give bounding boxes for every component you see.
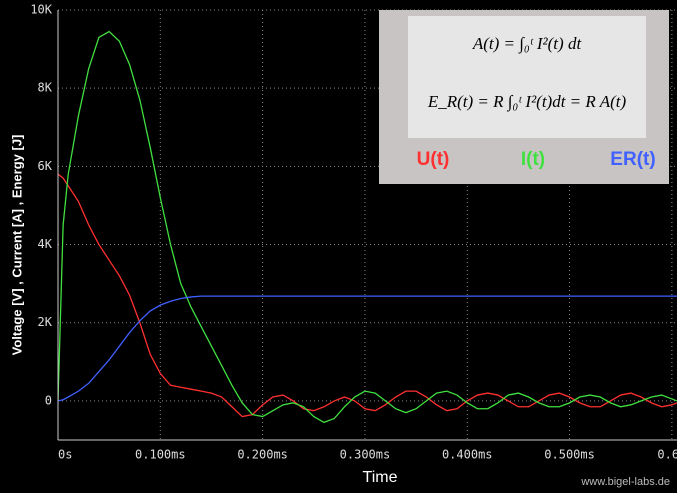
x-tick-label: 0.200ms	[237, 448, 288, 462]
formula: E_R(t) = R ∫₀ᵗ I²(t)dt = R A(t)	[427, 92, 627, 112]
y-tick-label: 4K	[38, 237, 53, 251]
x-tick-label: 0.400ms	[442, 448, 493, 462]
legend-label: ER(t)	[610, 149, 655, 170]
watermark: www.bigel-labs.de	[580, 476, 670, 488]
formula-box	[408, 16, 646, 138]
formula: A(t) = ∫₀ᵗ I²(t) dt	[472, 34, 583, 54]
legend-label: I(t)	[521, 149, 545, 170]
y-tick-label: 0	[45, 393, 52, 407]
y-tick-label: 8K	[38, 81, 53, 95]
y-axis-label: Voltage [V] , Current [A] , Energy [J]	[9, 135, 24, 356]
x-tick-label: 0.60	[657, 448, 677, 462]
x-tick-label: 0.300ms	[340, 448, 391, 462]
y-tick-label: 2K	[38, 315, 53, 329]
x-tick-label: 0s	[58, 448, 72, 462]
series-line	[58, 295, 677, 402]
x-axis-label: Time	[363, 469, 398, 486]
legend-label: U(t)	[417, 149, 450, 170]
x-tick-label: 0.100ms	[135, 448, 186, 462]
series-line	[58, 30, 677, 424]
x-tick-label: 0.500ms	[544, 448, 595, 462]
y-tick-label: 10K	[30, 3, 52, 17]
plot-area	[58, 30, 677, 424]
y-tick-label: 6K	[38, 159, 53, 173]
series-line	[58, 173, 677, 418]
